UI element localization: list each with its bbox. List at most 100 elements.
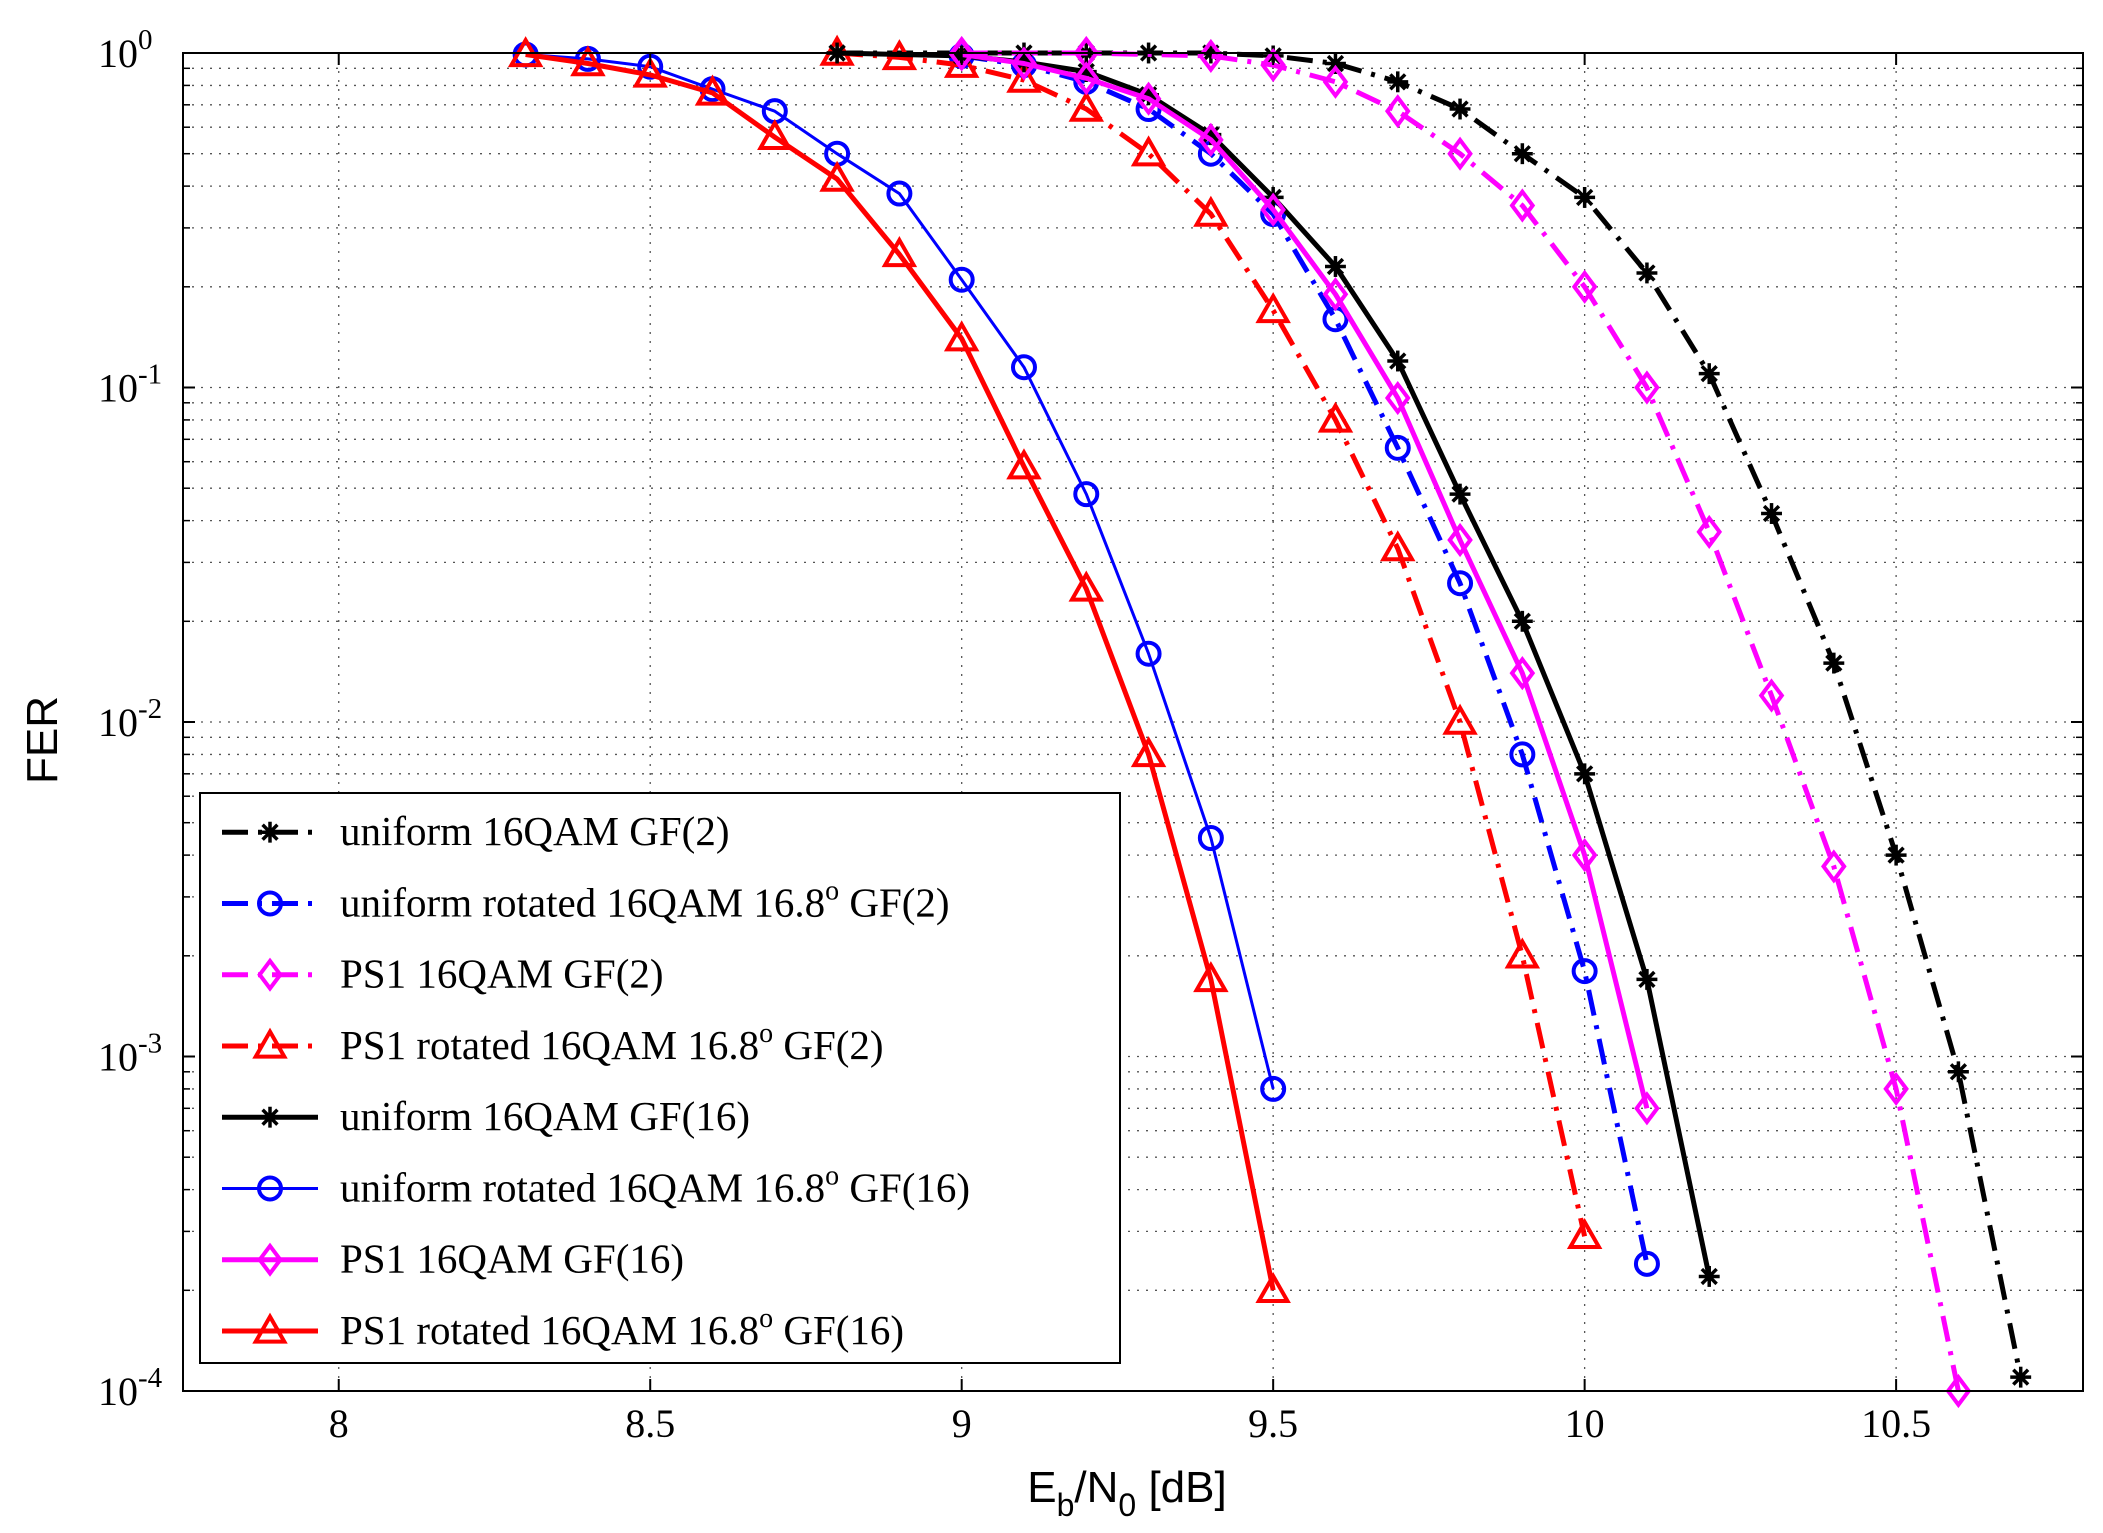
x-tick-label: 10.5 [1861, 1401, 1931, 1446]
axis-ticks: 8 8.5 9 9.5 10 10.5 100 10-1 10-2 10-3 10-4 [98, 24, 2083, 1446]
legend-label: uniform rotated 16QAM 16.8o GF(16) [340, 1160, 970, 1210]
data-point [1447, 570, 1474, 597]
x-axis-title: Eb/N0 [dB] [1027, 1463, 1226, 1523]
series-7 [948, 37, 1660, 1126]
series-layer [507, 34, 2032, 1409]
data-point [1006, 61, 1042, 93]
series-line [961, 50, 1961, 1392]
data-point [1885, 844, 1907, 866]
data-point [1322, 64, 1349, 99]
data-point [1571, 269, 1598, 304]
data-point [1260, 192, 1286, 227]
y-tick-label: 10-4 [98, 1362, 163, 1414]
data-point [1823, 652, 1845, 674]
x-tick-label: 9 [952, 1401, 972, 1446]
legend-marker [257, 1242, 283, 1277]
x-tick-label: 10 [1565, 1401, 1605, 1446]
legend-marker [257, 1175, 283, 1202]
legend-label: PS1 rotated 16QAM 16.8o GF(2) [340, 1018, 884, 1068]
data-point [886, 180, 913, 207]
data-point [1945, 1373, 1972, 1409]
data-point [948, 266, 975, 293]
data-point [1193, 195, 1229, 227]
legend-marker [257, 890, 283, 917]
data-point [1509, 656, 1536, 691]
data-point [1511, 610, 1533, 632]
data-point [1260, 1075, 1287, 1102]
data-point [1761, 503, 1782, 524]
data-point [1384, 434, 1411, 461]
data-point [1449, 98, 1471, 120]
legend-box [199, 792, 1121, 1364]
data-point [1574, 763, 1596, 785]
legend-label: PS1 16QAM GF(2) [340, 951, 664, 997]
data-point [1325, 256, 1346, 277]
data-point [1380, 530, 1416, 562]
data-point [2010, 1366, 2032, 1388]
data-point [1317, 401, 1354, 433]
data-point [1504, 937, 1541, 969]
data-point [1636, 968, 1658, 990]
data-point [1442, 703, 1478, 735]
data-point [1566, 1217, 1603, 1250]
data-point [1006, 448, 1042, 480]
data-point [881, 236, 918, 268]
legend-entry: uniform rotated 16QAM 16.8o GF(2) [222, 875, 950, 925]
data-point [1447, 522, 1473, 558]
series-line [525, 53, 1275, 1090]
y-tick-label: 10-2 [98, 693, 162, 745]
data-point [570, 45, 606, 77]
y-tick-label: 10-3 [98, 1028, 162, 1080]
legend-marker [257, 957, 283, 992]
legend-entry: PS1 rotated 16QAM 16.8o GF(16) [222, 1303, 904, 1353]
data-point [1260, 48, 1286, 83]
data-point [1384, 94, 1411, 129]
data-point [1135, 81, 1162, 116]
legend-entry: PS1 16QAM GF(16) [222, 1236, 684, 1282]
legend-entry: PS1 rotated 16QAM 16.8o GF(2) [222, 1018, 884, 1068]
data-point [1758, 678, 1785, 713]
data-point [1384, 380, 1411, 416]
data-point [1011, 46, 1037, 81]
x-axis-title-main: E [1027, 1463, 1056, 1512]
data-point [1322, 277, 1349, 312]
data-point [1255, 292, 1291, 324]
data-point [1197, 825, 1224, 852]
data-point [1698, 1266, 1720, 1287]
x-tick-label: 9.5 [1248, 1401, 1298, 1446]
series-line [525, 52, 1276, 1291]
legend-marker [259, 821, 281, 843]
data-point [1698, 363, 1720, 385]
y-tick-label: 10-1 [98, 359, 162, 411]
data-point [1198, 122, 1224, 157]
data-point [694, 74, 731, 106]
data-point [1135, 640, 1162, 667]
data-point [1447, 136, 1473, 171]
legend-entry: uniform 16QAM GF(2) [222, 808, 729, 854]
data-point [1634, 1091, 1660, 1126]
legend-marker [252, 1312, 288, 1344]
data-point [1633, 1250, 1660, 1277]
data-point [1130, 736, 1167, 768]
data-point [1696, 514, 1723, 550]
data-point [1511, 143, 1533, 165]
legend-entry: PS1 16QAM GF(2) [222, 951, 664, 997]
data-point [1636, 262, 1658, 284]
legend-marker [252, 1027, 288, 1059]
data-point [1509, 188, 1536, 223]
y-tick-label: 100 [98, 24, 153, 76]
data-point [1509, 741, 1536, 768]
legend: uniform 16QAM GF(2) uniform rotated 16QAM… [199, 792, 1121, 1364]
data-point [1255, 1271, 1291, 1304]
data-point [1571, 958, 1598, 985]
y-axis-title: FER [18, 696, 67, 784]
data-point [1073, 61, 1100, 96]
x-axis-title-sub2: 0 [1118, 1487, 1136, 1523]
data-point [1571, 838, 1598, 873]
series-8 [507, 36, 1291, 1304]
x-axis-title-sub1: b [1057, 1487, 1075, 1523]
data-point [757, 118, 793, 150]
legend-label: PS1 rotated 16QAM 16.8o GF(16) [340, 1303, 904, 1353]
data-point [1947, 1061, 1969, 1083]
